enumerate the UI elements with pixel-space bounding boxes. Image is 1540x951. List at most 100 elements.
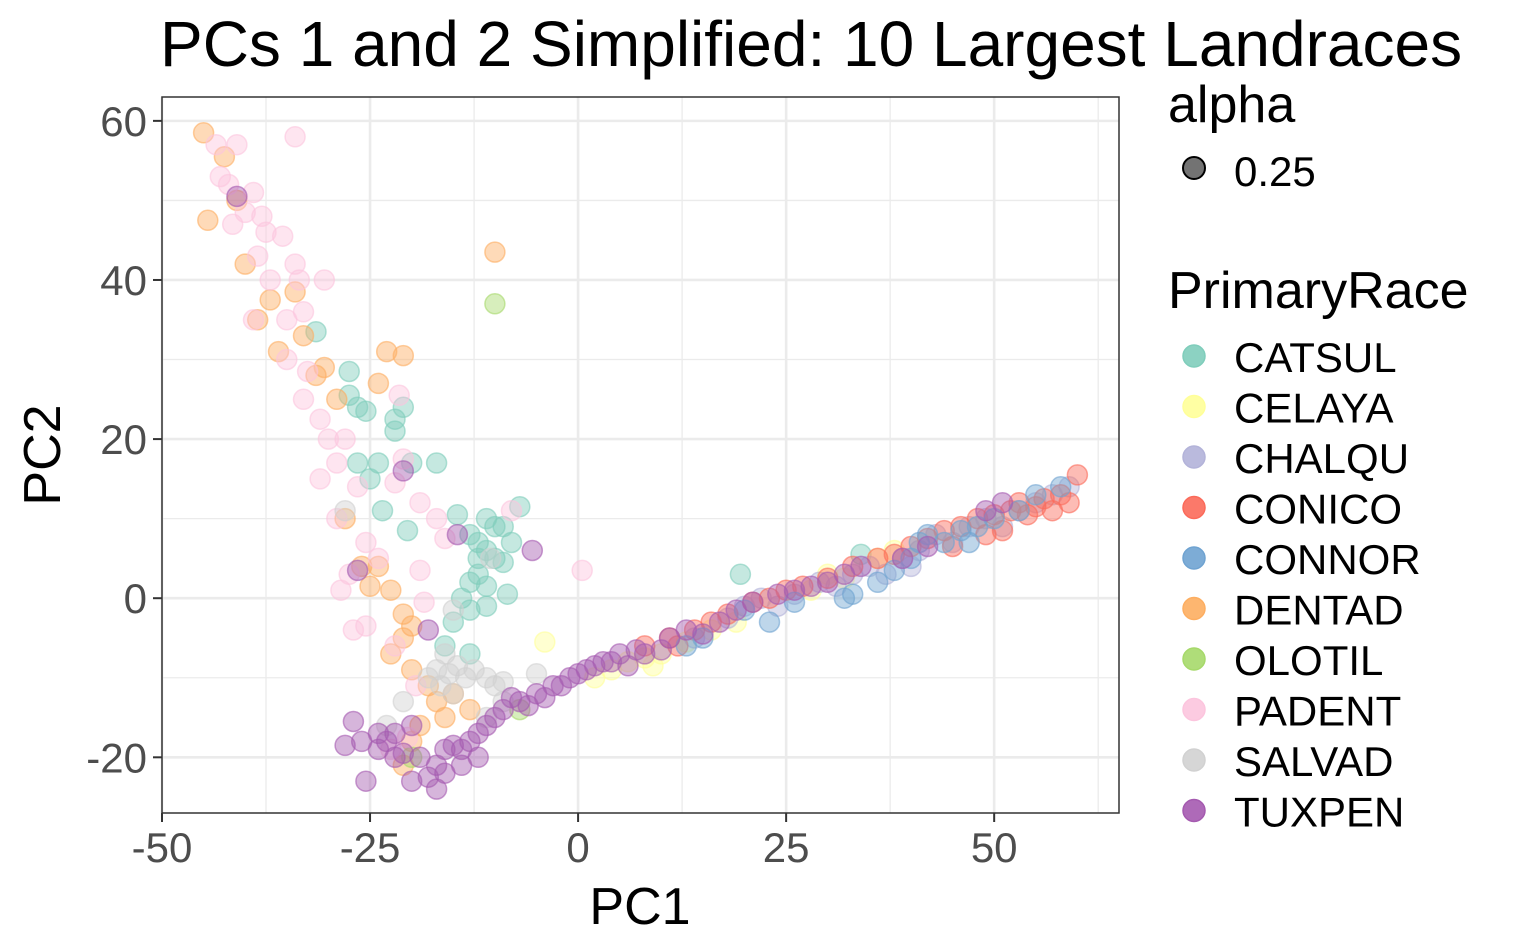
legend-label: CONICO <box>1234 486 1402 533</box>
legend-label: CATSUL <box>1234 334 1397 381</box>
x-tick-label: 0 <box>566 824 589 871</box>
data-point <box>442 682 465 705</box>
legend-label: CHALQU <box>1234 435 1409 482</box>
data-point <box>355 770 377 792</box>
legend-key <box>1182 344 1206 368</box>
data-point <box>367 372 390 395</box>
data-point <box>409 559 431 582</box>
data-point <box>742 591 764 613</box>
data-point <box>675 619 698 641</box>
data-point <box>446 655 469 677</box>
data-point <box>367 555 390 578</box>
data-point <box>733 599 756 621</box>
data-point <box>251 205 273 228</box>
x-axis-title: PC1 <box>589 878 690 936</box>
data-point <box>355 400 377 422</box>
x-tick-label: -50 <box>132 824 193 871</box>
data-point <box>346 559 369 582</box>
primaryrace-legend-title: PrimaryRace <box>1168 262 1469 320</box>
legend-entry-tuxpen: TUXPEN <box>1182 789 1404 836</box>
data-point <box>525 663 548 685</box>
data-point <box>367 722 390 745</box>
data-point <box>384 408 406 430</box>
data-point <box>450 587 473 609</box>
y-tick-label: 0 <box>124 575 147 622</box>
alpha-legend-key <box>1182 156 1206 180</box>
data-point <box>454 667 477 689</box>
data-point <box>405 674 427 697</box>
data-point <box>484 515 506 538</box>
axis-ticks: -50 -25 0 25 50 -20 0 20 40 60 <box>86 98 1017 871</box>
data-point <box>334 507 356 530</box>
data-point <box>400 714 423 737</box>
data-point <box>496 583 519 605</box>
data-point <box>850 555 872 578</box>
data-point <box>434 635 456 657</box>
data-point <box>467 531 489 554</box>
data-point <box>384 420 406 442</box>
data-point <box>375 340 398 363</box>
legend-label: DENTAD <box>1234 587 1404 634</box>
y-axis-title: PC2 <box>14 404 72 505</box>
data-point <box>550 674 573 697</box>
data-point <box>479 547 502 570</box>
legend-label: SALVAD <box>1234 738 1394 785</box>
data-point <box>534 631 556 653</box>
data-point <box>521 539 544 562</box>
data-point <box>442 611 465 633</box>
data-point <box>883 559 906 582</box>
data-point <box>242 181 265 204</box>
series-padent <box>205 126 593 761</box>
data-point <box>425 659 448 681</box>
data-point <box>396 726 419 749</box>
data-point <box>346 476 369 498</box>
data-point <box>891 547 914 570</box>
data-point <box>425 452 448 474</box>
data-point <box>309 408 331 430</box>
chart-title: PCs 1 and 2 Simplified: 10 Largest Landr… <box>160 8 1462 80</box>
data-point <box>392 460 415 482</box>
data-point <box>1049 476 1072 498</box>
data-point <box>950 519 972 542</box>
legend-key <box>1182 647 1206 671</box>
data-point <box>400 615 423 637</box>
legend-entry-conico: CONICO <box>1182 486 1402 533</box>
data-point <box>205 133 227 156</box>
legend-key <box>1182 546 1206 570</box>
legend-key <box>1182 798 1206 823</box>
data-point <box>359 468 381 490</box>
legend-entry-padent: PADENT <box>1182 688 1401 735</box>
data-point <box>338 384 360 407</box>
data-point <box>255 221 277 243</box>
data-point <box>392 627 415 649</box>
data-point <box>326 388 348 411</box>
series-connor <box>675 476 1072 657</box>
data-point <box>633 643 656 665</box>
data-point <box>234 253 256 275</box>
data-point <box>384 635 406 657</box>
grid-lines <box>160 97 1119 813</box>
series-catsul <box>305 320 872 665</box>
y-tick-label: 60 <box>100 98 147 145</box>
data-point <box>1025 484 1047 506</box>
data-point <box>209 165 232 188</box>
data-point <box>467 722 489 745</box>
data-point <box>259 289 281 311</box>
data-point <box>284 253 306 275</box>
data-point <box>342 710 365 733</box>
data-point <box>1066 464 1089 486</box>
data-point <box>242 309 265 331</box>
data-point <box>388 384 410 407</box>
legend-key <box>1182 394 1206 419</box>
data-point <box>197 209 219 232</box>
data-point <box>446 523 469 546</box>
data-point <box>841 555 864 578</box>
data-point <box>417 667 440 689</box>
data-point <box>326 507 348 530</box>
data-point <box>259 269 281 291</box>
data-point <box>226 185 248 208</box>
data-point <box>375 714 398 737</box>
data-point <box>1049 484 1072 506</box>
data-point <box>284 281 306 303</box>
legend-entry-dentad: DENTAD <box>1182 587 1404 634</box>
